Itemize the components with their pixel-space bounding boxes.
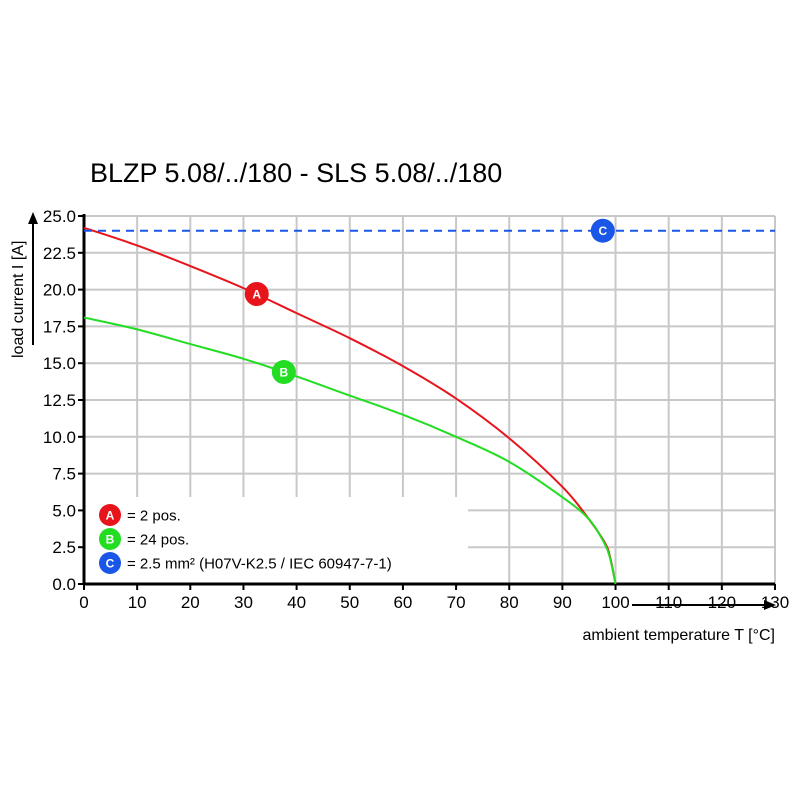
legend-entry-c: = 2.5 mm² (H07V-K2.5 / IEC 60947-7-1) (127, 556, 392, 573)
x-tick-label: 50 (340, 593, 359, 612)
series-line-b (83, 316, 617, 585)
y-tick-label: 12.5 (43, 391, 76, 410)
x-tick-label: 70 (447, 593, 466, 612)
y-tick-label: 20.0 (43, 281, 76, 300)
series-marker-label: A (252, 288, 261, 302)
series-marker-label: C (598, 224, 607, 238)
y-axis-label: load current I [A] (10, 241, 27, 358)
y-tick-label: 22.5 (43, 244, 76, 263)
y-tick-label: 0.0 (52, 575, 76, 594)
y-tick-label: 10.0 (43, 428, 76, 447)
legend-marker-b (99, 528, 121, 550)
series-marker-a (244, 282, 269, 307)
series-marker-b (271, 360, 296, 385)
series-marker-label: B (280, 366, 289, 380)
y-tick-label: 7.5 (52, 465, 76, 484)
legend-marker-a (99, 504, 121, 526)
x-tick-label: 120 (708, 593, 736, 612)
y-tick-label: 15.0 (43, 354, 76, 373)
legend-marker-label: C (106, 557, 115, 571)
x-tick-label: 110 (655, 593, 682, 612)
x-tick-label: 30 (234, 593, 253, 612)
x-tick-label: 0 (79, 593, 88, 612)
legend-marker-label: A (106, 509, 115, 523)
x-axis-arrowhead (764, 600, 776, 610)
series-marker-c (590, 218, 615, 243)
legend-entry-a: = 2 pos. (127, 508, 181, 525)
x-tick-label: 100 (601, 593, 629, 612)
y-tick-label: 5.0 (52, 501, 76, 520)
x-tick-label: 40 (287, 593, 306, 612)
x-axis-label: ambient temperature T [°C] (582, 627, 775, 644)
x-tick-label: 90 (553, 593, 572, 612)
x-tick-label: 80 (500, 593, 519, 612)
legend-marker-c (99, 552, 121, 574)
legend-entry-b: = 24 pos. (127, 532, 189, 549)
x-tick-label: 10 (128, 593, 147, 612)
y-tick-label: 17.5 (43, 317, 76, 336)
legend-marker-label: B (106, 533, 115, 547)
y-tick-label: 2.5 (52, 538, 76, 557)
x-tick-label: 60 (393, 593, 412, 612)
y-tick-label: 25.0 (43, 207, 76, 226)
y-axis-arrowhead (28, 212, 38, 224)
x-tick-label: 20 (181, 593, 200, 612)
chart-title: BLZP 5.08/../180 - SLS 5.08/../180 (90, 158, 503, 188)
